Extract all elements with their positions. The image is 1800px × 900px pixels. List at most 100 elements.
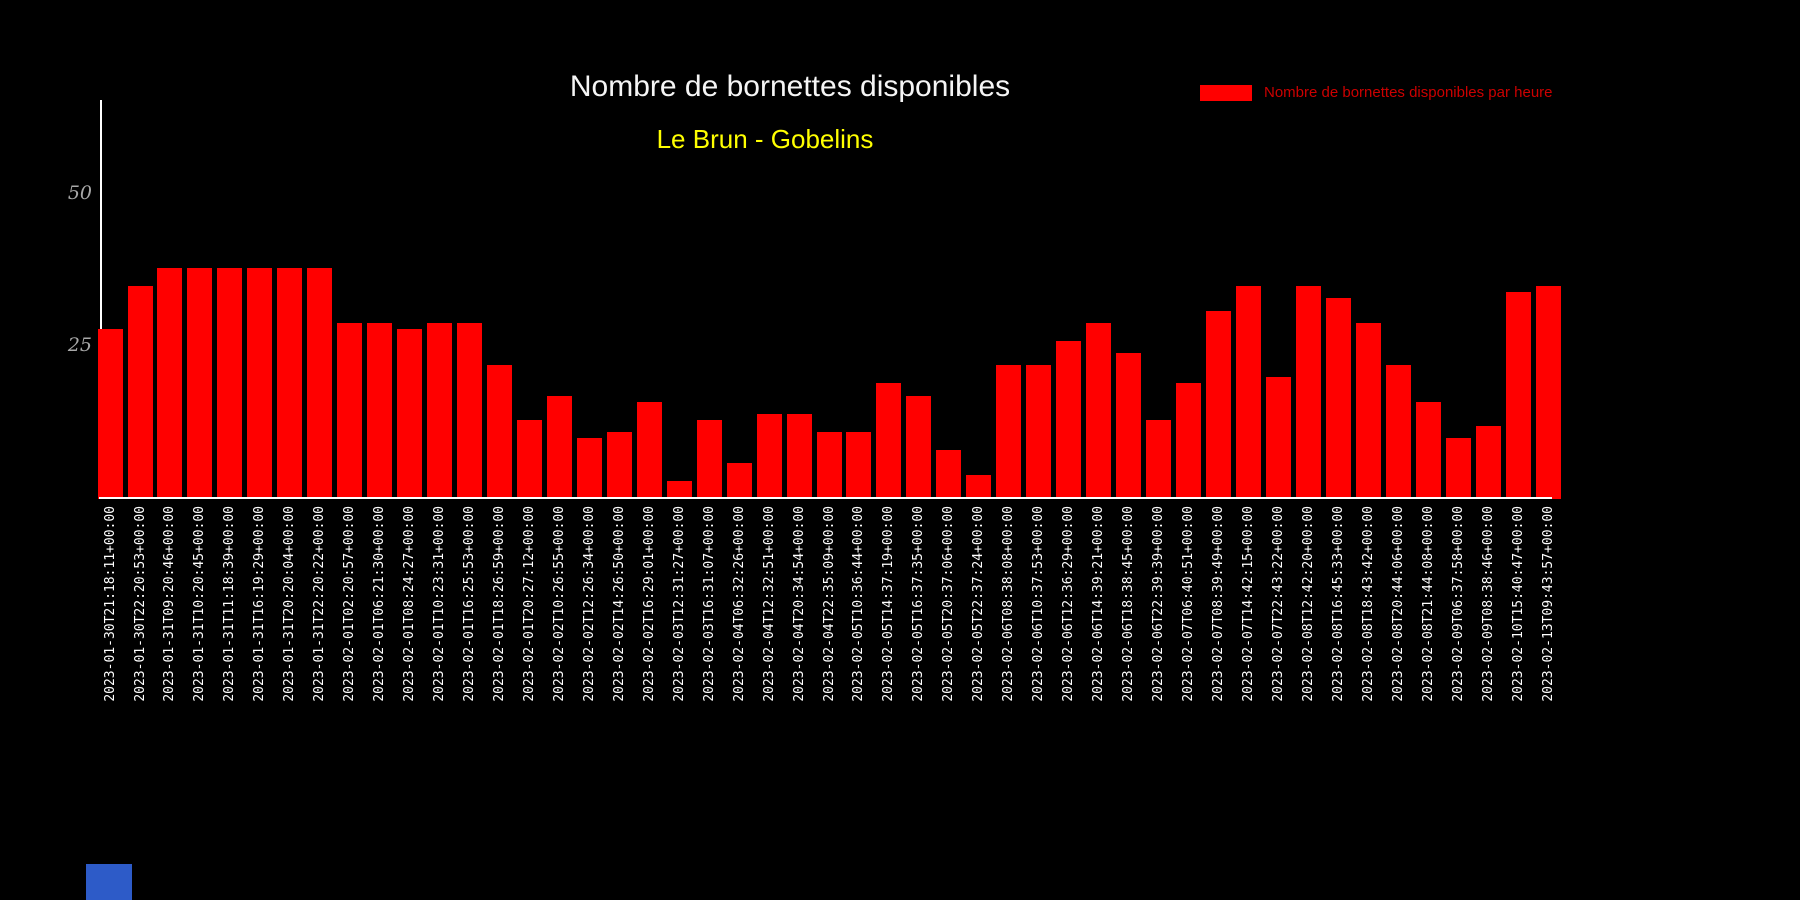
- bar: [1445, 438, 1471, 499]
- x-tick-label: 2023-01-30T21:18:11+00:00: [102, 506, 118, 702]
- x-tick-label: 2023-02-08T20:44:06+00:00: [1390, 506, 1406, 702]
- bar: [996, 365, 1022, 499]
- x-tick-label: 2023-02-07T06:40:51+00:00: [1181, 506, 1196, 702]
- bar: [1146, 420, 1171, 499]
- x-tick-label: 2023-02-04T22:35:09+00:00: [821, 506, 837, 702]
- bar: [1385, 365, 1411, 499]
- x-tick-label: 2023-02-03T12:31:27+00:00: [671, 506, 687, 702]
- bar: [1056, 341, 1082, 499]
- bar: [307, 268, 333, 499]
- x-tick-label: 2023-01-31T11:18:39+00:00: [222, 506, 238, 702]
- bar: [696, 420, 722, 499]
- bar: [457, 323, 482, 499]
- x-tick-label: 2023-02-08T21:44:08+00:00: [1420, 506, 1436, 702]
- x-tick-label: 2023-02-06T10:37:53+00:00: [1031, 506, 1047, 702]
- bar: [666, 481, 692, 499]
- bar: [1295, 286, 1321, 499]
- x-tick-label: 2023-02-06T14:39:21+00:00: [1091, 506, 1107, 702]
- bar: [1235, 286, 1261, 499]
- x-tick-label: 2023-02-01T16:25:53+00:00: [462, 506, 477, 702]
- x-tick-label: 2023-02-04T06:32:26+00:00: [731, 506, 747, 702]
- x-tick-label: 2023-02-03T16:31:07+00:00: [701, 506, 717, 702]
- x-tick-label: 2023-02-04T20:34:54+00:00: [791, 506, 807, 702]
- bar: [816, 432, 842, 499]
- bar: [1355, 323, 1381, 499]
- bar: [187, 268, 213, 499]
- x-tick-label: 2023-02-06T18:38:45+00:00: [1121, 506, 1137, 702]
- x-tick-label: 2023-01-31T22:20:22+00:00: [312, 506, 328, 702]
- bar: [1415, 402, 1441, 499]
- bar: [906, 396, 932, 499]
- bar: [1116, 353, 1142, 499]
- bar: [936, 450, 962, 499]
- x-tick-label: 2023-02-07T14:42:15+00:00: [1240, 506, 1256, 702]
- bar: [337, 323, 363, 499]
- bar: [1026, 365, 1052, 499]
- blue-window-fragment: [86, 864, 132, 900]
- x-tick-label: 2023-01-30T22:20:53+00:00: [132, 506, 148, 702]
- bar: [876, 383, 902, 499]
- x-tick-label: 2023-02-09T08:38:46+00:00: [1480, 506, 1496, 702]
- bar: [1265, 377, 1291, 499]
- bar: [97, 329, 123, 499]
- bar: [1475, 426, 1501, 499]
- legend-label: Nombre de bornettes disponibles par heur…: [1264, 84, 1553, 101]
- x-tick-label: 2023-02-07T08:39:49+00:00: [1210, 506, 1226, 702]
- bar: [516, 420, 542, 499]
- bar: [487, 365, 512, 499]
- legend: Nombre de bornettes disponibles par heur…: [1200, 84, 1553, 101]
- x-tick-label: 2023-02-01T10:23:31+00:00: [432, 506, 447, 702]
- bar: [606, 432, 632, 499]
- x-tick-label: 2023-02-02T10:26:55+00:00: [551, 506, 567, 702]
- x-axis-line: [99, 497, 1552, 499]
- bar: [217, 268, 243, 499]
- bar: [1205, 311, 1231, 499]
- bar: [1086, 323, 1112, 499]
- y-tick-label-50: 50: [67, 182, 92, 204]
- x-tick-label: 2023-02-05T16:37:35+00:00: [911, 506, 927, 702]
- bar: [546, 396, 572, 499]
- x-tick-label: 2023-02-01T18:26:59+00:00: [492, 506, 507, 702]
- x-tick-label: 2023-02-01T06:21:30+00:00: [372, 506, 388, 702]
- x-tick-label: 2023-02-02T16:29:01+00:00: [641, 506, 657, 702]
- chart-title: Nombre de bornettes disponibles: [569, 70, 1011, 103]
- x-tick-label: 2023-01-31T20:20:04+00:00: [282, 506, 298, 702]
- bar: [157, 268, 183, 499]
- bar: [277, 268, 303, 499]
- x-tick-label: 2023-02-01T02:20:57+00:00: [342, 506, 358, 702]
- bar: [636, 402, 662, 499]
- x-tick-label: 2023-02-01T08:24:27+00:00: [402, 506, 418, 702]
- bar: [397, 329, 423, 499]
- bar: [726, 463, 752, 499]
- bar: [247, 268, 273, 499]
- x-tick-label: 2023-02-02T12:26:34+00:00: [581, 506, 597, 702]
- bar: [846, 432, 872, 499]
- x-tick-label: 2023-02-01T20:27:12+00:00: [521, 506, 537, 702]
- x-tick-label: 2023-02-06T12:36:29+00:00: [1061, 506, 1077, 702]
- bar: [127, 286, 153, 499]
- x-tick-label: 2023-02-08T16:45:33+00:00: [1330, 506, 1346, 702]
- bar: [367, 323, 393, 499]
- x-tick-label: 2023-02-08T18:43:42+00:00: [1360, 506, 1376, 702]
- x-tick-label: 2023-01-31T16:19:29+00:00: [252, 506, 268, 702]
- bar: [427, 323, 452, 499]
- x-tick-label: 2023-02-05T22:37:24+00:00: [971, 506, 987, 702]
- x-tick-label: 2023-01-31T10:20:45+00:00: [192, 506, 208, 702]
- x-tick-label: 2023-02-08T12:42:20+00:00: [1300, 506, 1316, 702]
- x-tick-label: 2023-02-13T09:43:57+00:00: [1540, 506, 1556, 702]
- bar: [1176, 383, 1201, 499]
- x-tick-label: 2023-02-06T22:39:39+00:00: [1151, 506, 1166, 702]
- bar: [1535, 286, 1561, 499]
- x-tick-label: 2023-02-06T08:38:08+00:00: [1001, 506, 1017, 702]
- bar: [1505, 292, 1531, 499]
- bar: [1325, 298, 1351, 499]
- x-tick-label: 2023-02-05T14:37:19+00:00: [881, 506, 897, 702]
- x-tick-label: 2023-02-05T10:36:44+00:00: [851, 506, 867, 702]
- y-axis-line: [100, 100, 102, 499]
- x-tick-label: 2023-01-31T09:20:46+00:00: [162, 506, 178, 702]
- x-tick-label: 2023-02-07T22:43:22+00:00: [1270, 506, 1286, 702]
- bar: [756, 414, 782, 499]
- legend-swatch: [1200, 84, 1252, 101]
- y-tick-label-25: 25: [67, 334, 92, 356]
